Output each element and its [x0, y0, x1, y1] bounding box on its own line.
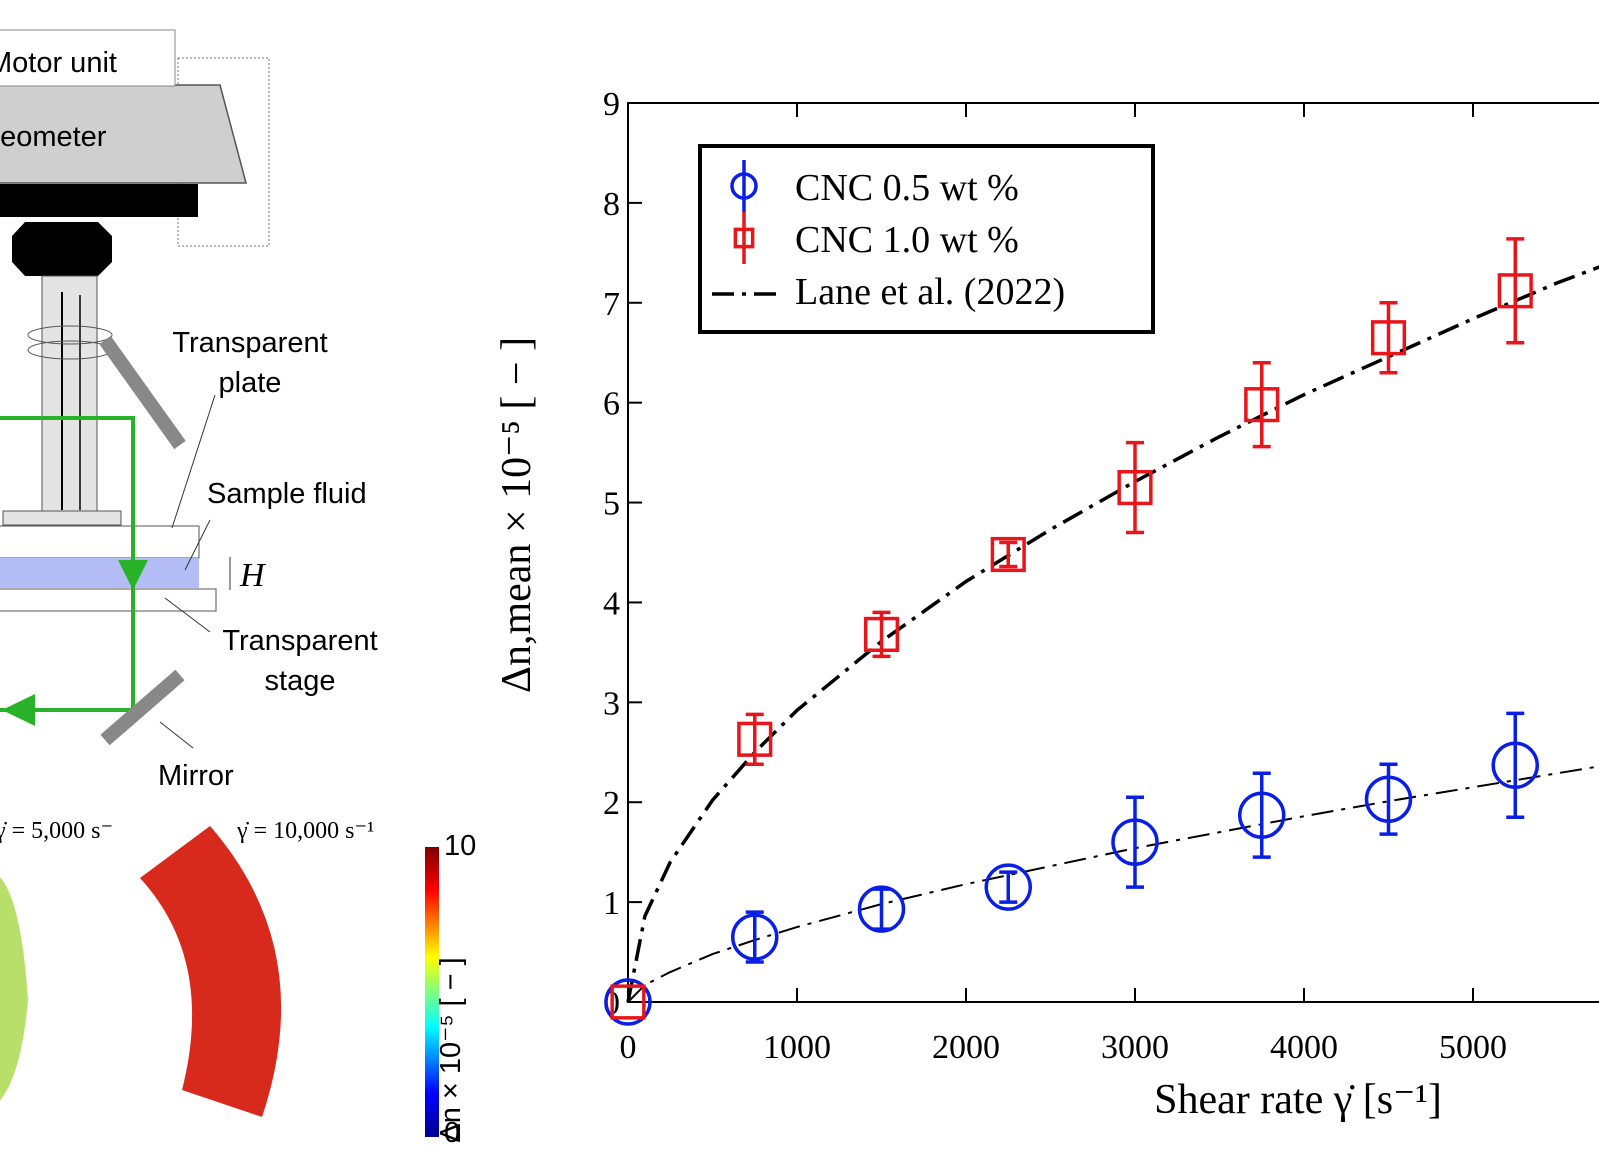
rheometer-label: Rheometer — [0, 121, 107, 153]
mirror — [100, 669, 185, 746]
marker — [1117, 469, 1153, 506]
colorbar-label: Δn × 10⁻⁵ [ − ] — [435, 957, 467, 1142]
y-axis-label: Δn,mean × 10⁻⁵ [ − ] — [494, 337, 540, 693]
data-point — [1364, 762, 1413, 836]
fit-line — [626, 265, 1599, 1003]
data-point — [863, 610, 900, 659]
marker — [990, 536, 1026, 573]
y-tick-label: 3 — [603, 685, 620, 722]
marker — [610, 984, 646, 1020]
map-right — [140, 826, 282, 1117]
marker — [737, 721, 773, 757]
mirror-label: Mirror — [158, 760, 234, 792]
marker — [984, 863, 1032, 911]
x-tick-label: 0 — [620, 1029, 637, 1066]
marker — [1238, 791, 1286, 839]
map-title: γ̇ = 5,000 s⁻ — [0, 818, 113, 844]
marker — [604, 978, 652, 1026]
legend-label: CNC 0.5 wt % — [795, 167, 1019, 209]
map-left — [0, 877, 28, 1101]
motor-box — [0, 29, 176, 87]
data-point — [731, 910, 779, 964]
y-tick-label: 7 — [603, 286, 620, 323]
marker — [863, 616, 900, 652]
motor-label: Motor unit — [0, 47, 117, 79]
y-tick-label: 9 — [603, 86, 620, 123]
colorbar-tick: 10 — [444, 830, 476, 862]
data-point — [1244, 360, 1280, 449]
y-tick-label: 8 — [603, 186, 620, 223]
data-point — [1238, 771, 1286, 859]
y-tick-label: 2 — [603, 785, 620, 822]
data-point — [610, 984, 646, 1020]
data-point — [1491, 711, 1539, 819]
fluid-label: Sample fluid — [207, 478, 367, 510]
marker — [1364, 775, 1413, 823]
gap-label: H — [239, 557, 267, 594]
y-tick-label: 4 — [603, 585, 620, 622]
leader — [164, 597, 211, 633]
data-point — [1111, 795, 1159, 889]
x-tick-label: 2000 — [932, 1029, 1000, 1066]
legend-box — [698, 144, 1155, 334]
y-tick-label: 1 — [603, 885, 620, 922]
x-tick-label: 1000 — [763, 1029, 831, 1066]
legend-label: CNC 1.0 wt % — [795, 219, 1019, 261]
colorbar — [425, 847, 439, 1137]
marker — [1244, 387, 1280, 423]
marker — [1491, 741, 1539, 790]
marker — [1111, 818, 1159, 866]
shaft — [41, 275, 98, 512]
legend: CNC 0.5 wt % CNC 1.0 wt % Lane et al. (202… — [698, 144, 1155, 334]
marker — [857, 885, 906, 933]
marker — [731, 913, 779, 961]
marker — [730, 172, 758, 200]
rotation — [27, 325, 113, 345]
stage-label: Transparent stage — [222, 625, 377, 697]
map-title: γ̇ = 10,000 s⁻¹ — [236, 818, 374, 844]
plate-mirror — [99, 335, 186, 450]
colorbar-tick: 0 — [444, 1117, 460, 1149]
x-tick-label: 5000 — [1439, 1029, 1507, 1066]
x-tick-label: 4000 — [1270, 1029, 1338, 1066]
top-plate — [2, 510, 122, 526]
data-point — [1117, 440, 1153, 535]
transparent-stage — [0, 588, 217, 612]
data-point — [604, 978, 652, 1026]
marker — [733, 227, 755, 249]
x-axis-label: Shear rate γ̇ [s⁻¹] — [1154, 1077, 1442, 1123]
plate-label: Transparent plate — [172, 327, 327, 399]
data-point — [984, 863, 1032, 911]
laser-arrow — [2, 694, 35, 726]
marker — [1497, 273, 1533, 309]
data-point — [1370, 301, 1407, 375]
y-tick-label: 6 — [603, 386, 620, 423]
leader — [159, 721, 194, 749]
data-point — [737, 712, 773, 767]
fluid — [0, 558, 199, 588]
data-point — [990, 536, 1026, 573]
coupling — [12, 222, 112, 276]
transparent-plate — [0, 525, 200, 559]
y-tick-label: 5 — [603, 486, 620, 523]
laser-arrow — [118, 560, 148, 590]
x-tick-label: 3000 — [1101, 1029, 1169, 1066]
data-point — [1497, 237, 1533, 345]
head — [0, 184, 198, 217]
data-point — [857, 885, 906, 933]
marker — [1370, 320, 1407, 356]
leader — [171, 394, 216, 529]
leader — [184, 519, 211, 571]
fit-line — [627, 765, 1599, 1003]
legend-label: Lane et al. (2022) — [795, 271, 1065, 313]
